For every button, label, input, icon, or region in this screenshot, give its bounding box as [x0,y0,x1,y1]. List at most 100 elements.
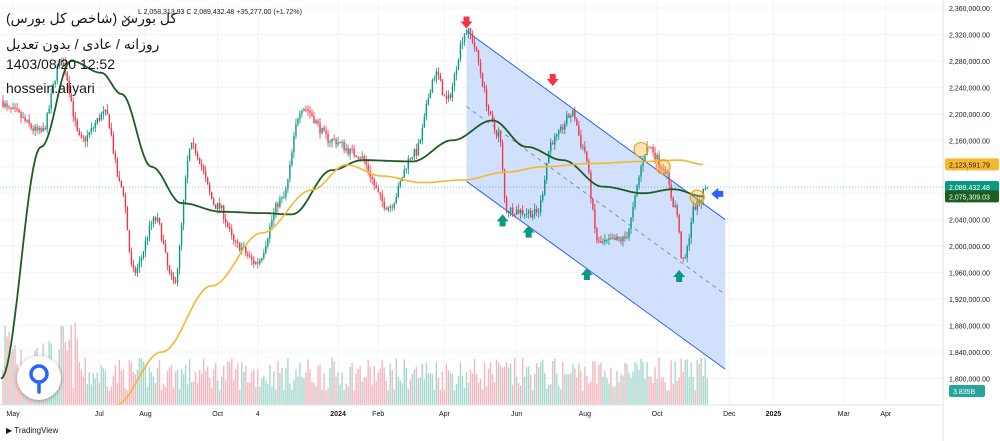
candle-body [576,119,578,126]
candle-body [371,177,373,180]
volume-bar [570,372,572,405]
time-tick-label: Jun [511,411,522,418]
volume-bar [544,373,546,405]
price-badge-label: 2,075,309.03 [949,194,990,201]
volume-bar [124,388,127,405]
candle-body [148,224,151,238]
candle-body [237,241,239,244]
candle-body [688,238,690,247]
volume-bar [138,357,141,405]
volume-bar [212,369,215,405]
candle-body [12,107,14,109]
volume-bar [684,359,686,405]
candle-body [369,171,371,178]
candle-body [341,142,343,144]
candle-body [273,212,275,221]
volume-bar [76,338,78,405]
candle-body [459,43,462,60]
symbol-title[interactable]: کل بورس (شاخص کل بورس) [6,10,178,26]
candle-body [624,236,626,239]
tradingview-brand-label: TradingView [14,426,59,435]
volume-badge [949,385,985,397]
channel-mid-line [466,106,726,295]
candle-body [299,113,301,119]
candle-body [397,185,399,198]
volume-bar [443,389,446,405]
candle-body [439,75,442,80]
volume-bar [706,377,708,405]
volume-bar [678,377,680,405]
candle-body [497,132,500,137]
candle-body [301,111,303,114]
candle-body [393,203,395,208]
candle-body [100,114,103,121]
candle-body [178,245,181,270]
volume-bar [333,361,335,405]
volume-bar [271,386,273,405]
price-tick-label: 1,920,000.00 [949,297,990,304]
highlight-circle [689,189,705,205]
price-badges: 2,123,591.79 2,089,432.48 2,075,309.03 3.83… [0,158,999,397]
price-channel[interactable] [466,30,726,370]
close-icon[interactable]: × [122,12,133,26]
candle-body [383,201,385,209]
volume-bar [385,380,387,405]
candle-body [598,240,600,242]
price-tick-label: 1,840,000.00 [949,350,990,357]
candle-body [331,139,333,142]
candle-body [247,253,249,256]
volume-bar [100,365,103,405]
candle-body [221,205,223,209]
candle-body [265,246,267,253]
candle-body [536,208,538,213]
volume-bar [552,360,554,405]
candle-body [142,251,145,258]
candle-body [437,71,440,76]
candle-body [455,70,458,75]
candle-body [682,257,684,259]
volume-bar [253,369,255,405]
ma-short-line [0,59,704,380]
volume-bar [560,389,562,405]
volume-bar [313,382,315,405]
tradingview-logo[interactable]: ▶ TradingView [6,426,58,435]
candle-body [168,265,171,273]
candle-body [618,236,620,239]
chart-datetime: 1403/08/20 12:52 [6,56,115,72]
volume-bar [499,365,502,405]
candle-body [255,262,257,264]
volume-bar [628,372,630,405]
candle-body [425,103,428,117]
volume-bar [142,361,145,405]
candle-body [445,96,448,99]
candle-body [172,276,175,281]
volume-bar [674,361,676,405]
volume-bar [455,384,458,405]
candle-body [423,116,426,128]
volume-bar [582,390,584,405]
candle-body [443,95,446,97]
candle-body [52,84,54,94]
volume-bar [538,367,540,405]
candle-body [664,169,666,174]
candle-body [353,149,355,156]
volume-bar [275,389,277,405]
candle-body [321,127,323,134]
candle-body [160,223,163,241]
candle-body [227,222,229,227]
volume-bar [433,389,436,405]
volume-bar [158,360,161,405]
arrow-down-icon [546,74,559,87]
volume-bar [423,379,426,405]
candle-body [110,128,113,136]
candle-body [124,195,127,208]
candle-body [469,28,472,35]
volume-bar [341,372,343,405]
price-tick-label: 2,320,000.00 [949,32,990,39]
candle-body [451,86,454,98]
candle-body [94,123,97,128]
candle-body [479,62,482,74]
time-axis[interactable]: May Jul Aug Oct 4 2024 Feb Apr Jun Aug Oct Dec 2025 M… [0,404,943,418]
candle-body [130,251,133,265]
